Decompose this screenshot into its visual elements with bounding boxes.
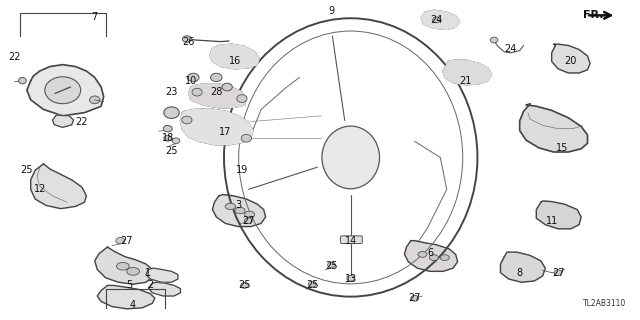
Polygon shape bbox=[210, 44, 259, 69]
Ellipse shape bbox=[328, 262, 335, 268]
Text: 24: 24 bbox=[504, 44, 517, 54]
Polygon shape bbox=[95, 247, 152, 284]
Polygon shape bbox=[212, 195, 266, 227]
Text: 24: 24 bbox=[430, 15, 443, 25]
Text: 5: 5 bbox=[126, 280, 132, 291]
Polygon shape bbox=[180, 109, 253, 145]
Text: 25: 25 bbox=[306, 280, 319, 291]
Polygon shape bbox=[148, 282, 180, 296]
Text: TL2AB3110: TL2AB3110 bbox=[582, 299, 626, 308]
Text: 1: 1 bbox=[145, 268, 152, 278]
Polygon shape bbox=[31, 164, 86, 209]
Polygon shape bbox=[404, 241, 458, 271]
Ellipse shape bbox=[322, 126, 380, 189]
Ellipse shape bbox=[222, 83, 232, 91]
Ellipse shape bbox=[411, 295, 419, 301]
Ellipse shape bbox=[172, 138, 180, 144]
Ellipse shape bbox=[418, 252, 427, 257]
Ellipse shape bbox=[225, 203, 236, 210]
Text: 22: 22 bbox=[8, 52, 20, 62]
Ellipse shape bbox=[182, 36, 191, 42]
Polygon shape bbox=[443, 60, 492, 85]
Ellipse shape bbox=[241, 283, 248, 288]
Text: 25: 25 bbox=[238, 280, 251, 291]
Text: 18: 18 bbox=[161, 133, 174, 143]
Text: 13: 13 bbox=[344, 274, 357, 284]
Text: 12: 12 bbox=[33, 184, 46, 195]
Text: 21: 21 bbox=[460, 76, 472, 86]
Polygon shape bbox=[97, 285, 155, 309]
Text: 20: 20 bbox=[564, 56, 577, 67]
Text: 25: 25 bbox=[20, 165, 33, 175]
Text: 25: 25 bbox=[325, 261, 338, 271]
Ellipse shape bbox=[347, 276, 355, 281]
Text: 27: 27 bbox=[408, 293, 421, 303]
Ellipse shape bbox=[19, 77, 26, 84]
Ellipse shape bbox=[182, 116, 192, 124]
Text: 17: 17 bbox=[219, 127, 232, 137]
FancyBboxPatch shape bbox=[340, 236, 362, 244]
Ellipse shape bbox=[554, 270, 562, 276]
Ellipse shape bbox=[429, 255, 438, 260]
Text: 27: 27 bbox=[552, 268, 564, 278]
Text: 7: 7 bbox=[92, 12, 98, 22]
Polygon shape bbox=[421, 10, 460, 29]
Polygon shape bbox=[52, 115, 74, 127]
Text: 19: 19 bbox=[236, 165, 248, 175]
Polygon shape bbox=[552, 44, 590, 73]
Ellipse shape bbox=[237, 95, 247, 102]
Ellipse shape bbox=[192, 88, 202, 96]
Text: 6: 6 bbox=[427, 248, 433, 259]
Ellipse shape bbox=[116, 237, 125, 244]
Polygon shape bbox=[189, 84, 246, 108]
Text: 14: 14 bbox=[344, 236, 357, 246]
Ellipse shape bbox=[490, 37, 498, 43]
Ellipse shape bbox=[308, 281, 316, 287]
Ellipse shape bbox=[127, 268, 140, 275]
Text: 4: 4 bbox=[130, 300, 136, 310]
Ellipse shape bbox=[45, 77, 81, 104]
Text: 28: 28 bbox=[210, 87, 223, 97]
Text: 9: 9 bbox=[328, 6, 335, 16]
Text: 26: 26 bbox=[182, 37, 195, 47]
Ellipse shape bbox=[90, 96, 100, 104]
Text: 11: 11 bbox=[545, 216, 558, 227]
Text: 15: 15 bbox=[556, 143, 568, 153]
Ellipse shape bbox=[163, 125, 172, 132]
Polygon shape bbox=[146, 268, 178, 282]
Polygon shape bbox=[520, 104, 588, 152]
Polygon shape bbox=[27, 65, 104, 116]
Ellipse shape bbox=[440, 255, 449, 260]
Ellipse shape bbox=[211, 73, 222, 82]
Ellipse shape bbox=[433, 17, 440, 23]
Text: 16: 16 bbox=[229, 56, 242, 67]
Ellipse shape bbox=[164, 135, 172, 141]
Text: 8: 8 bbox=[516, 268, 523, 278]
Ellipse shape bbox=[241, 134, 252, 142]
Ellipse shape bbox=[116, 262, 129, 270]
Ellipse shape bbox=[244, 211, 255, 218]
Text: 22: 22 bbox=[76, 117, 88, 127]
Text: FR.: FR. bbox=[583, 10, 604, 20]
Text: 10: 10 bbox=[184, 76, 197, 86]
Text: 3: 3 bbox=[235, 200, 241, 211]
Text: 25: 25 bbox=[165, 146, 178, 156]
Text: 27: 27 bbox=[242, 216, 255, 227]
Ellipse shape bbox=[244, 218, 252, 224]
Ellipse shape bbox=[164, 107, 179, 118]
Polygon shape bbox=[536, 201, 581, 229]
Text: 27: 27 bbox=[120, 236, 133, 246]
Text: 2: 2 bbox=[147, 280, 154, 291]
Ellipse shape bbox=[235, 207, 245, 214]
Text: 23: 23 bbox=[165, 87, 178, 97]
Ellipse shape bbox=[188, 73, 199, 82]
Polygon shape bbox=[500, 252, 545, 282]
